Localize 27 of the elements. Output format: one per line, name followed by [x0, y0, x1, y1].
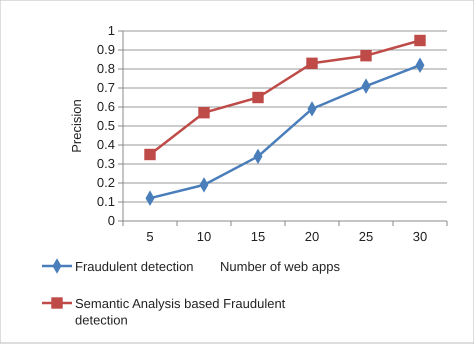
- y-tick-label: 0.4: [96, 137, 115, 152]
- point: [252, 92, 264, 104]
- x-tick-label: 15: [250, 228, 266, 244]
- x-axis-title: Number of web apps: [220, 259, 340, 274]
- y-tick-label: 0.9: [96, 42, 115, 58]
- x-tick-label: 30: [412, 228, 428, 244]
- point: [198, 107, 210, 118]
- point: [144, 148, 156, 160]
- y-tick-label: 0.6: [96, 99, 115, 114]
- x-tick-label: 10: [196, 228, 212, 244]
- point: [306, 58, 318, 69]
- x-tick-label: 5: [146, 228, 154, 244]
- y-tick-label: 0.2: [96, 175, 115, 190]
- point: [414, 34, 426, 46]
- x-tick-label: 20: [304, 228, 320, 244]
- legend-label: Fraudulent detection: [75, 259, 194, 274]
- x-tick-label: 25: [358, 228, 374, 244]
- point: [360, 50, 372, 62]
- y-tick-label: 0: [108, 213, 115, 228]
- y-tick-label: 0.7: [96, 80, 115, 96]
- y-tick-label: 0.3: [96, 156, 115, 172]
- y-tick-label: 1: [108, 23, 115, 38]
- legend-label: Semantic Analysis based Fraudulent detection: [75, 296, 286, 328]
- y-tick-label: 0.5: [96, 118, 115, 134]
- y-tick-label: 0.1: [96, 194, 115, 210]
- y-axis-title: Precision: [69, 99, 84, 153]
- y-tick-label: 0.8: [96, 61, 115, 76]
